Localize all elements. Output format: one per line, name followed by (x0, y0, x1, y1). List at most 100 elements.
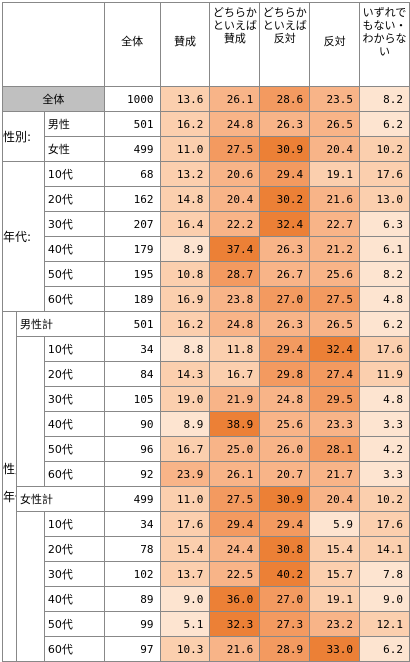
sample-size-cell: 96 (103, 436, 161, 462)
header-row: 全体 賛成 どちらかといえば賛成 どちらかといえば反対 反対 いずれでもない・わ… (2, 2, 410, 87)
percent-cell: 27.5 (209, 486, 261, 512)
percent-cell: 20.6 (209, 161, 261, 187)
percent-cell: 28.7 (209, 261, 261, 287)
percent-cell: 21.7 (309, 461, 361, 487)
percent-cell: 22.7 (309, 211, 361, 237)
percent-cell: 26.5 (309, 311, 361, 337)
sample-size-cell: 97 (103, 636, 161, 662)
percent-cell: 26.3 (259, 236, 311, 262)
percent-cell: 13.2 (159, 161, 211, 187)
percent-cell: 15.4 (309, 536, 361, 562)
percent-cell: 26.0 (259, 436, 311, 462)
row-label: 女性計 (15, 486, 105, 512)
percent-cell: 21.9 (209, 386, 261, 412)
row-label: 60代 (43, 286, 105, 312)
table-row: 40代 89 9.0 36.0 27.0 19.1 9.0 (3, 586, 410, 612)
percent-cell: 16.2 (159, 111, 211, 137)
percent-cell: 11.0 (159, 136, 211, 162)
sample-size-cell: 189 (103, 286, 161, 312)
percent-cell: 36.0 (209, 586, 261, 612)
sample-size-cell: 179 (103, 236, 161, 262)
percent-cell: 16.7 (209, 361, 261, 387)
row-label: 40代 (43, 586, 105, 612)
percent-cell: 9.0 (359, 586, 410, 612)
row-label: 30代 (43, 386, 105, 412)
percent-cell: 29.4 (259, 511, 311, 537)
header-neither-unknown: いずれでもない・わからない (359, 2, 410, 87)
percent-cell: 15.4 (159, 536, 211, 562)
percent-cell: 32.3 (209, 611, 261, 637)
row-label: 50代 (43, 611, 105, 637)
row-label: 20代 (43, 361, 105, 387)
percent-cell: 28.6 (259, 86, 311, 112)
row-label: 30代 (43, 211, 105, 237)
sample-size-cell: 90 (103, 411, 161, 437)
sample-size-cell: 68 (103, 161, 161, 187)
percent-cell: 32.4 (259, 211, 311, 237)
row-label: 10代 (43, 511, 105, 537)
table-row: 10代 34 8.8 11.8 29.4 32.4 17.6 (3, 336, 410, 487)
percent-cell: 19.0 (159, 386, 211, 412)
table-row: 年代: 10代 68 13.2 20.6 29.4 19.1 17.6 (2, 161, 410, 312)
row-label: 60代 (43, 636, 105, 662)
percent-cell: 6.3 (359, 211, 410, 237)
row-label: 女性 (43, 136, 105, 162)
percent-cell: 23.9 (159, 461, 211, 487)
percent-cell: 29.4 (209, 511, 261, 537)
sample-size-cell: 89 (103, 586, 161, 612)
percent-cell: 3.3 (359, 411, 410, 437)
percent-cell: 25.6 (309, 261, 361, 287)
percent-cell: 13.0 (359, 186, 410, 212)
header-disagree: 反対 (309, 2, 361, 87)
table-row: 20代 78 15.4 24.4 30.8 15.4 14.1 (3, 536, 410, 562)
table-row: 60代 97 10.3 21.6 28.9 33.0 6.2 (3, 636, 410, 662)
percent-cell: 30.9 (259, 136, 311, 162)
percent-cell: 29.8 (259, 361, 311, 387)
percent-cell: 29.4 (259, 336, 311, 362)
percent-cell: 10.3 (159, 636, 211, 662)
percent-cell: 8.2 (359, 86, 410, 112)
group-label-gender-age-text: 性別:×年代: (3, 462, 16, 504)
row-label: 20代 (43, 536, 105, 562)
sample-size-cell: 195 (103, 261, 161, 287)
percent-cell: 14.8 (159, 186, 211, 212)
percent-cell: 8.9 (159, 411, 211, 437)
table-row: 10代 34 17.6 29.4 29.4 5.9 17.6 (3, 511, 410, 662)
percent-cell: 16.7 (159, 436, 211, 462)
percent-cell: 38.9 (209, 411, 261, 437)
percent-cell: 40.2 (259, 561, 311, 587)
row-label: 20代 (43, 186, 105, 212)
percent-cell: 16.4 (159, 211, 211, 237)
indent-spacer (15, 336, 45, 487)
percent-cell: 14.3 (159, 361, 211, 387)
percent-cell: 6.1 (359, 236, 410, 262)
header-somewhat-agree: どちらかといえば賛成 (209, 2, 261, 87)
percent-cell: 6.2 (359, 111, 410, 137)
percent-cell: 13.7 (159, 561, 211, 587)
percent-cell: 27.0 (259, 286, 311, 312)
sample-size-cell: 78 (103, 536, 161, 562)
percent-cell: 23.2 (309, 611, 361, 637)
percent-cell: 27.5 (309, 286, 361, 312)
table-row: 性別: 男性 501 16.2 24.8 26.3 26.5 6.2 (2, 111, 410, 162)
percent-cell: 28.9 (259, 636, 311, 662)
percent-cell: 22.5 (209, 561, 261, 587)
percent-cell: 27.0 (259, 586, 311, 612)
group-label-line: 性別: (3, 462, 16, 476)
row-label: 10代 (43, 161, 105, 187)
table-row-overall: 全体 1000 13.6 26.1 28.6 23.5 8.2 (2, 86, 410, 112)
percent-cell: 20.4 (309, 486, 361, 512)
table-row-subtotal: 女性計 499 11.0 27.5 30.9 20.4 10.2 (3, 486, 410, 512)
table-row: 50代 195 10.8 28.7 26.7 25.6 8.2 (3, 261, 410, 287)
table-row: 50代 96 16.7 25.0 26.0 28.1 4.2 (3, 436, 410, 462)
percent-cell: 8.2 (359, 261, 410, 287)
sample-size-cell: 501 (103, 111, 161, 137)
percent-cell: 20.7 (259, 461, 311, 487)
percent-cell: 17.6 (359, 511, 410, 537)
percent-cell: 24.8 (209, 311, 261, 337)
percent-cell: 25.0 (209, 436, 261, 462)
percent-cell: 26.1 (209, 86, 261, 112)
percent-cell: 17.6 (359, 161, 410, 187)
percent-cell: 16.2 (159, 311, 211, 337)
group-label-age: 年代: (2, 161, 45, 312)
